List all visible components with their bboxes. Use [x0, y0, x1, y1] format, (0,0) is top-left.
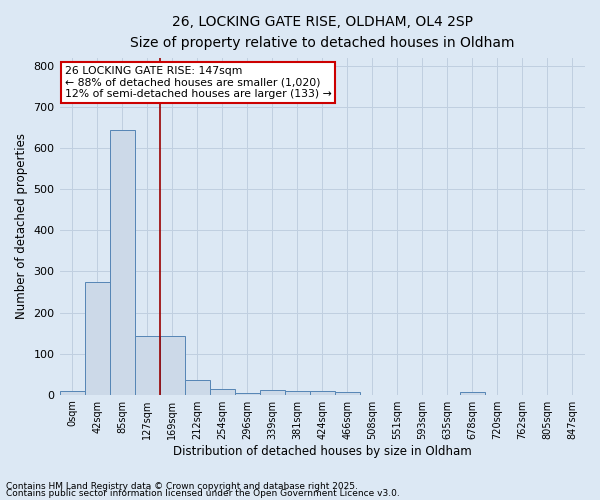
Bar — [209, 388, 235, 394]
Bar — [185, 380, 209, 394]
Bar — [460, 392, 485, 394]
Y-axis label: Number of detached properties: Number of detached properties — [15, 133, 28, 319]
Title: 26, LOCKING GATE RISE, OLDHAM, OL4 2SP
Size of property relative to detached hou: 26, LOCKING GATE RISE, OLDHAM, OL4 2SP S… — [130, 15, 515, 50]
Bar — [235, 392, 260, 394]
Bar — [160, 336, 185, 394]
X-axis label: Distribution of detached houses by size in Oldham: Distribution of detached houses by size … — [173, 444, 472, 458]
Text: 26 LOCKING GATE RISE: 147sqm
← 88% of detached houses are smaller (1,020)
12% of: 26 LOCKING GATE RISE: 147sqm ← 88% of de… — [65, 66, 332, 100]
Bar — [335, 392, 360, 394]
Bar — [285, 390, 310, 394]
Bar — [59, 392, 85, 394]
Bar — [260, 390, 285, 394]
Bar — [310, 392, 335, 394]
Bar — [110, 130, 134, 394]
Text: Contains public sector information licensed under the Open Government Licence v3: Contains public sector information licen… — [6, 490, 400, 498]
Text: Contains HM Land Registry data © Crown copyright and database right 2025.: Contains HM Land Registry data © Crown c… — [6, 482, 358, 491]
Bar — [85, 282, 110, 395]
Bar — [134, 336, 160, 394]
